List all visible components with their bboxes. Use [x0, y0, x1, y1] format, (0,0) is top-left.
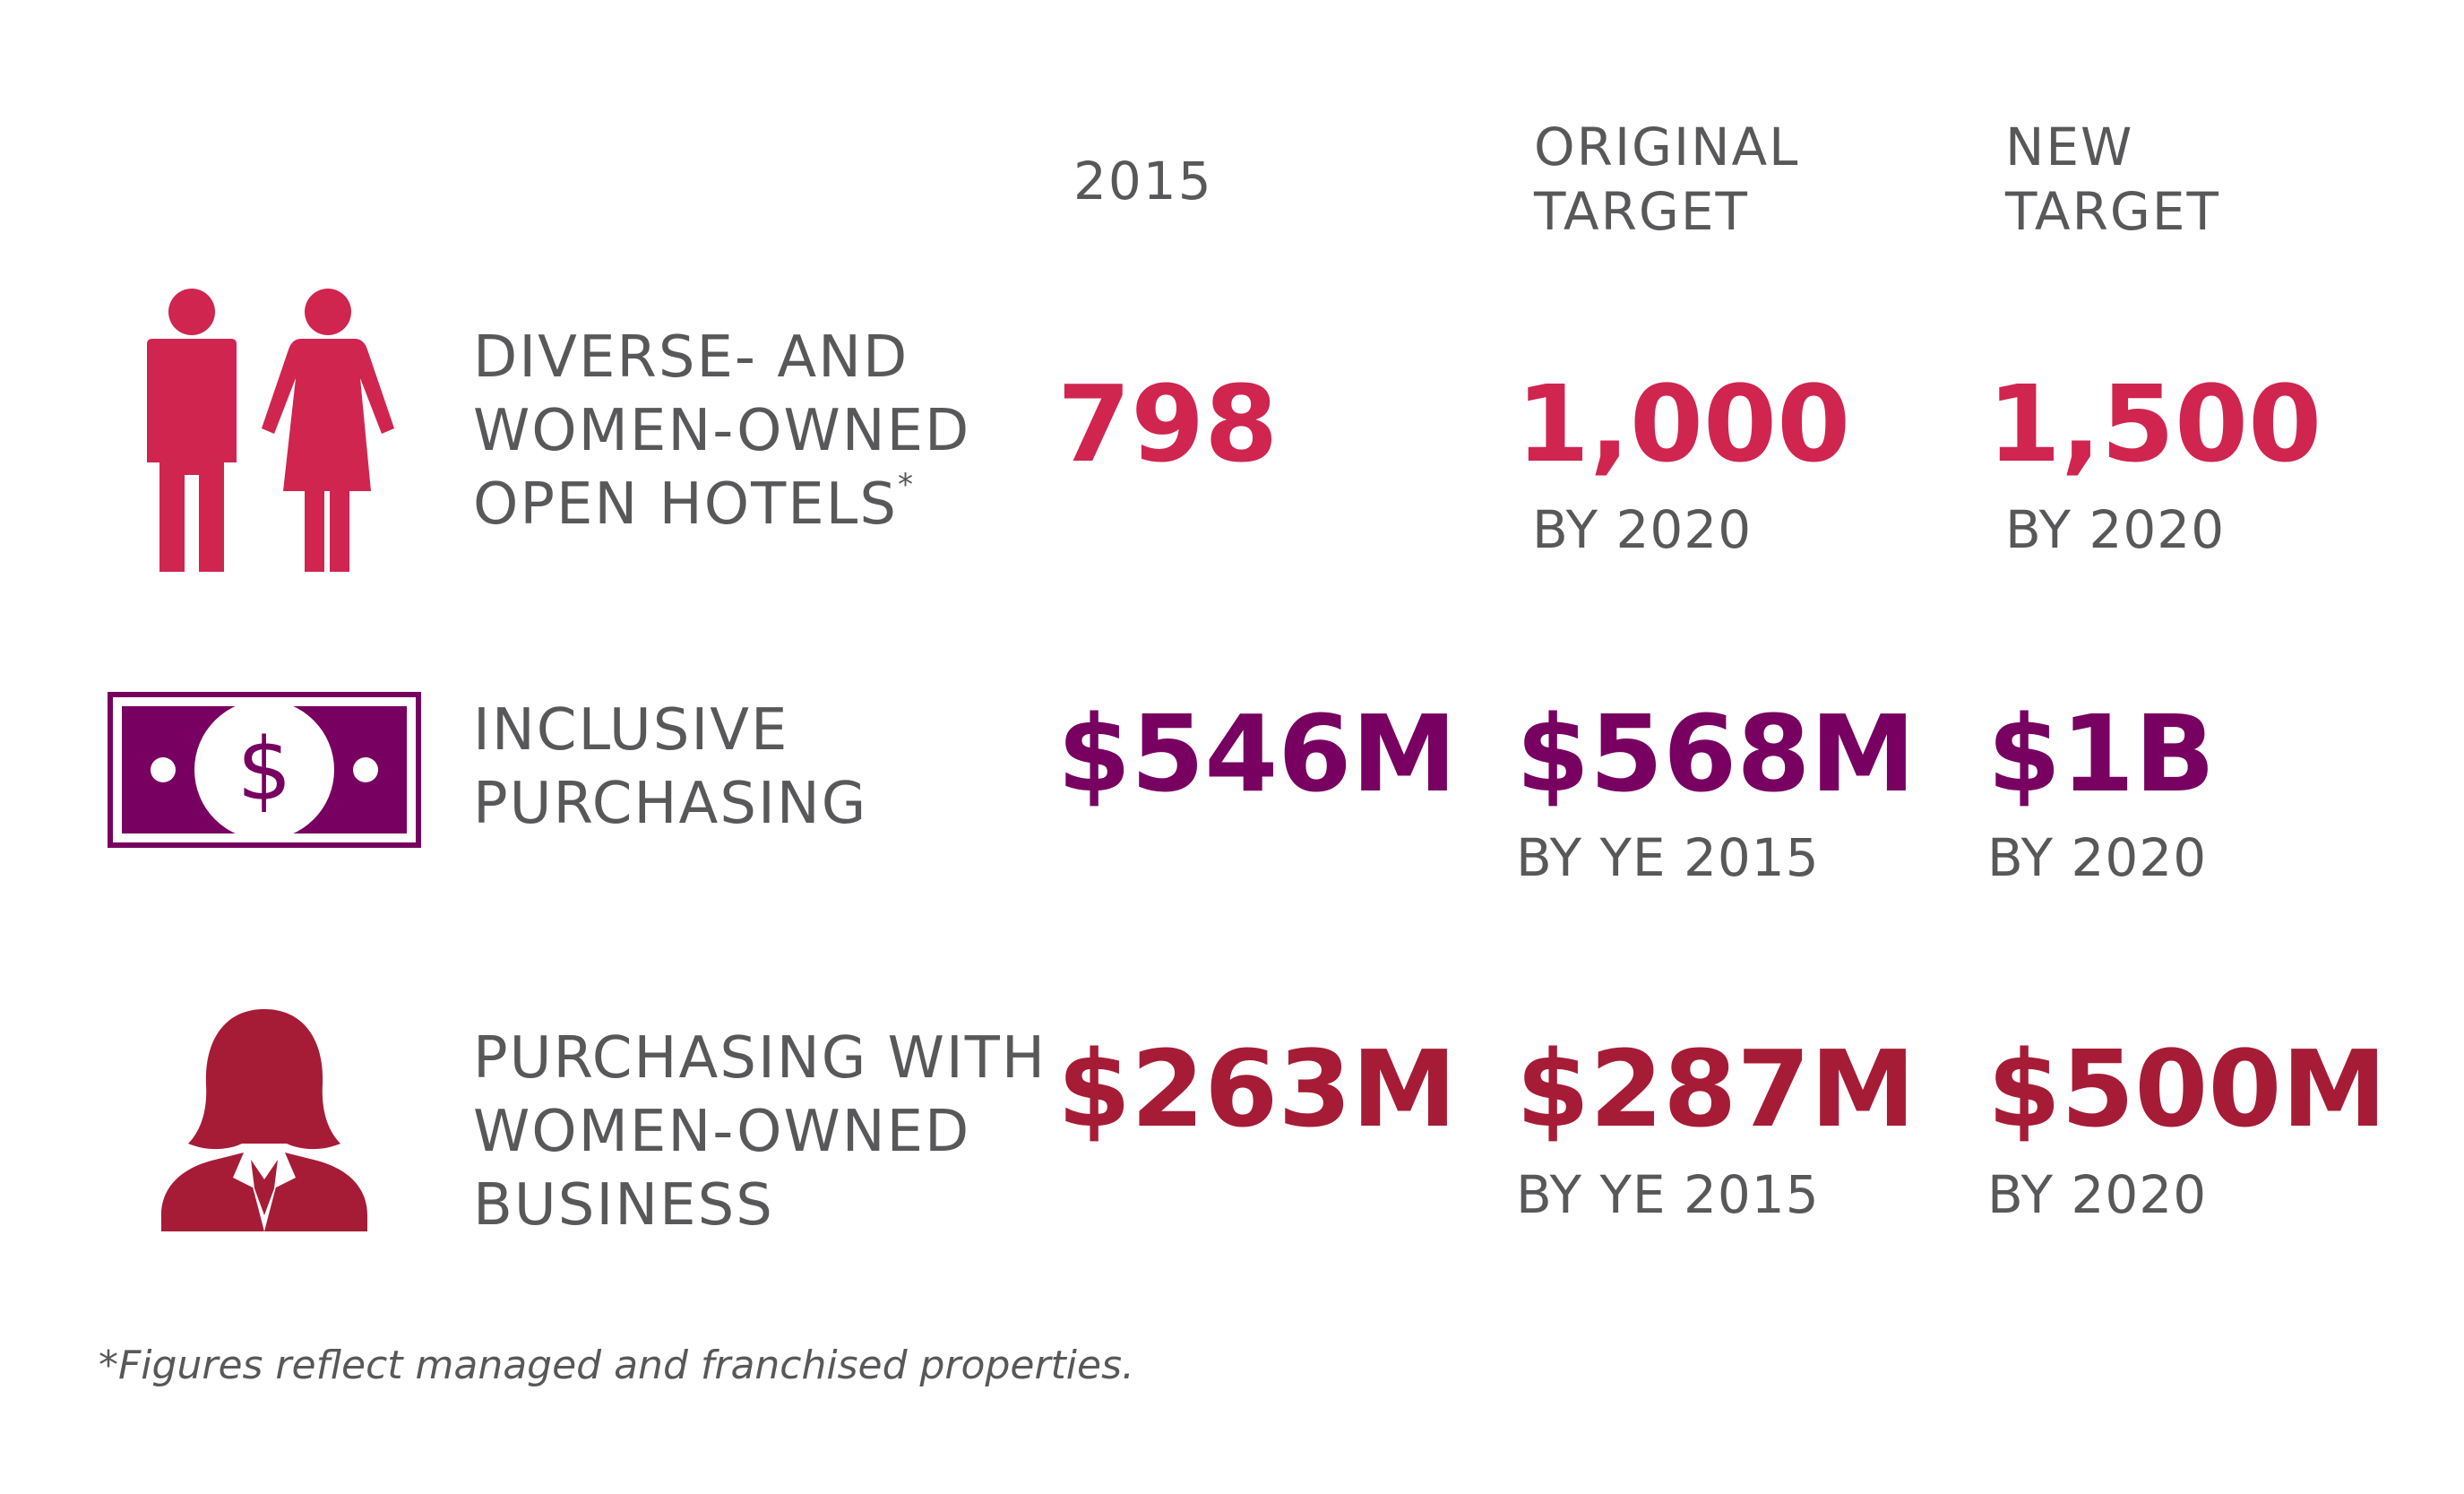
row1-original-value: 1,000: [1516, 362, 1851, 486]
row2-new-sub: BY 2020: [1987, 827, 2208, 888]
row1-label: DIVERSE- AND WOMEN-OWNED OPEN HOTELS*: [473, 321, 970, 541]
businesswoman-icon-svg: [161, 1009, 367, 1231]
row2-original-value: $568M: [1516, 692, 1916, 816]
header-original-line2: TARGET: [1534, 181, 1749, 242]
row1-footnote-mark: *: [897, 467, 915, 503]
dollar-bill-icon: $: [108, 692, 421, 848]
row2-original-sub: BY YE 2015: [1516, 827, 1820, 888]
row1-label-line1: DIVERSE- AND: [473, 324, 909, 391]
businesswoman-icon: [161, 1009, 367, 1231]
row3-original-sub: BY YE 2015: [1516, 1164, 1820, 1225]
row3-label-line1: PURCHASING WITH: [473, 1025, 1047, 1092]
row1-label-line2: WOMEN-OWNED: [473, 398, 971, 464]
people-icon: [134, 287, 394, 574]
row2-label-line1: INCLUSIVE: [473, 697, 789, 764]
people-icon-svg: [147, 289, 394, 572]
row1-new-value: 1,500: [1987, 362, 2322, 486]
row1-original-sub: BY 2020: [1532, 499, 1753, 560]
header-2015: 2015: [1073, 149, 1213, 213]
row3-label-line2: WOMEN-OWNED: [473, 1099, 971, 1165]
header-new-line2: TARGET: [2005, 181, 2220, 242]
row2-label: INCLUSIVE PURCHASING: [473, 694, 867, 841]
row1-value-2015: 798: [1057, 362, 1279, 486]
row2-label-line2: PURCHASING: [473, 771, 868, 837]
row1-label-line3-text: OPEN HOTELS: [473, 471, 898, 538]
row3-value-2015: $263M: [1057, 1027, 1457, 1151]
row3-new-value: $500M: [1987, 1027, 2387, 1151]
row3-new-sub: BY 2020: [1987, 1164, 2208, 1225]
svg-text:$: $: [237, 720, 291, 820]
row1-new-sub: BY 2020: [2005, 499, 2226, 560]
row1-label-line3: OPEN HOTELS*: [473, 468, 970, 541]
row3-label-line3: BUSINESS: [473, 1172, 774, 1239]
header-original-target: ORIGINAL TARGET: [1534, 115, 1799, 244]
row2-new-value: $1B: [1987, 692, 2216, 816]
header-2015-text: 2015: [1073, 151, 1213, 212]
header-new-line1: NEW: [2005, 117, 2134, 177]
header-original-line1: ORIGINAL: [1534, 117, 1800, 177]
row3-original-value: $287M: [1516, 1027, 1916, 1151]
dollar-bill-icon-svg: $: [108, 692, 421, 848]
footnote: *Figures reflect managed and franchised …: [99, 1343, 1134, 1388]
row2-value-2015: $546M: [1057, 692, 1457, 816]
row3-label: PURCHASING WITH WOMEN-OWNED BUSINESS: [473, 1022, 1047, 1242]
header-new-target: NEW TARGET: [2005, 115, 2220, 244]
